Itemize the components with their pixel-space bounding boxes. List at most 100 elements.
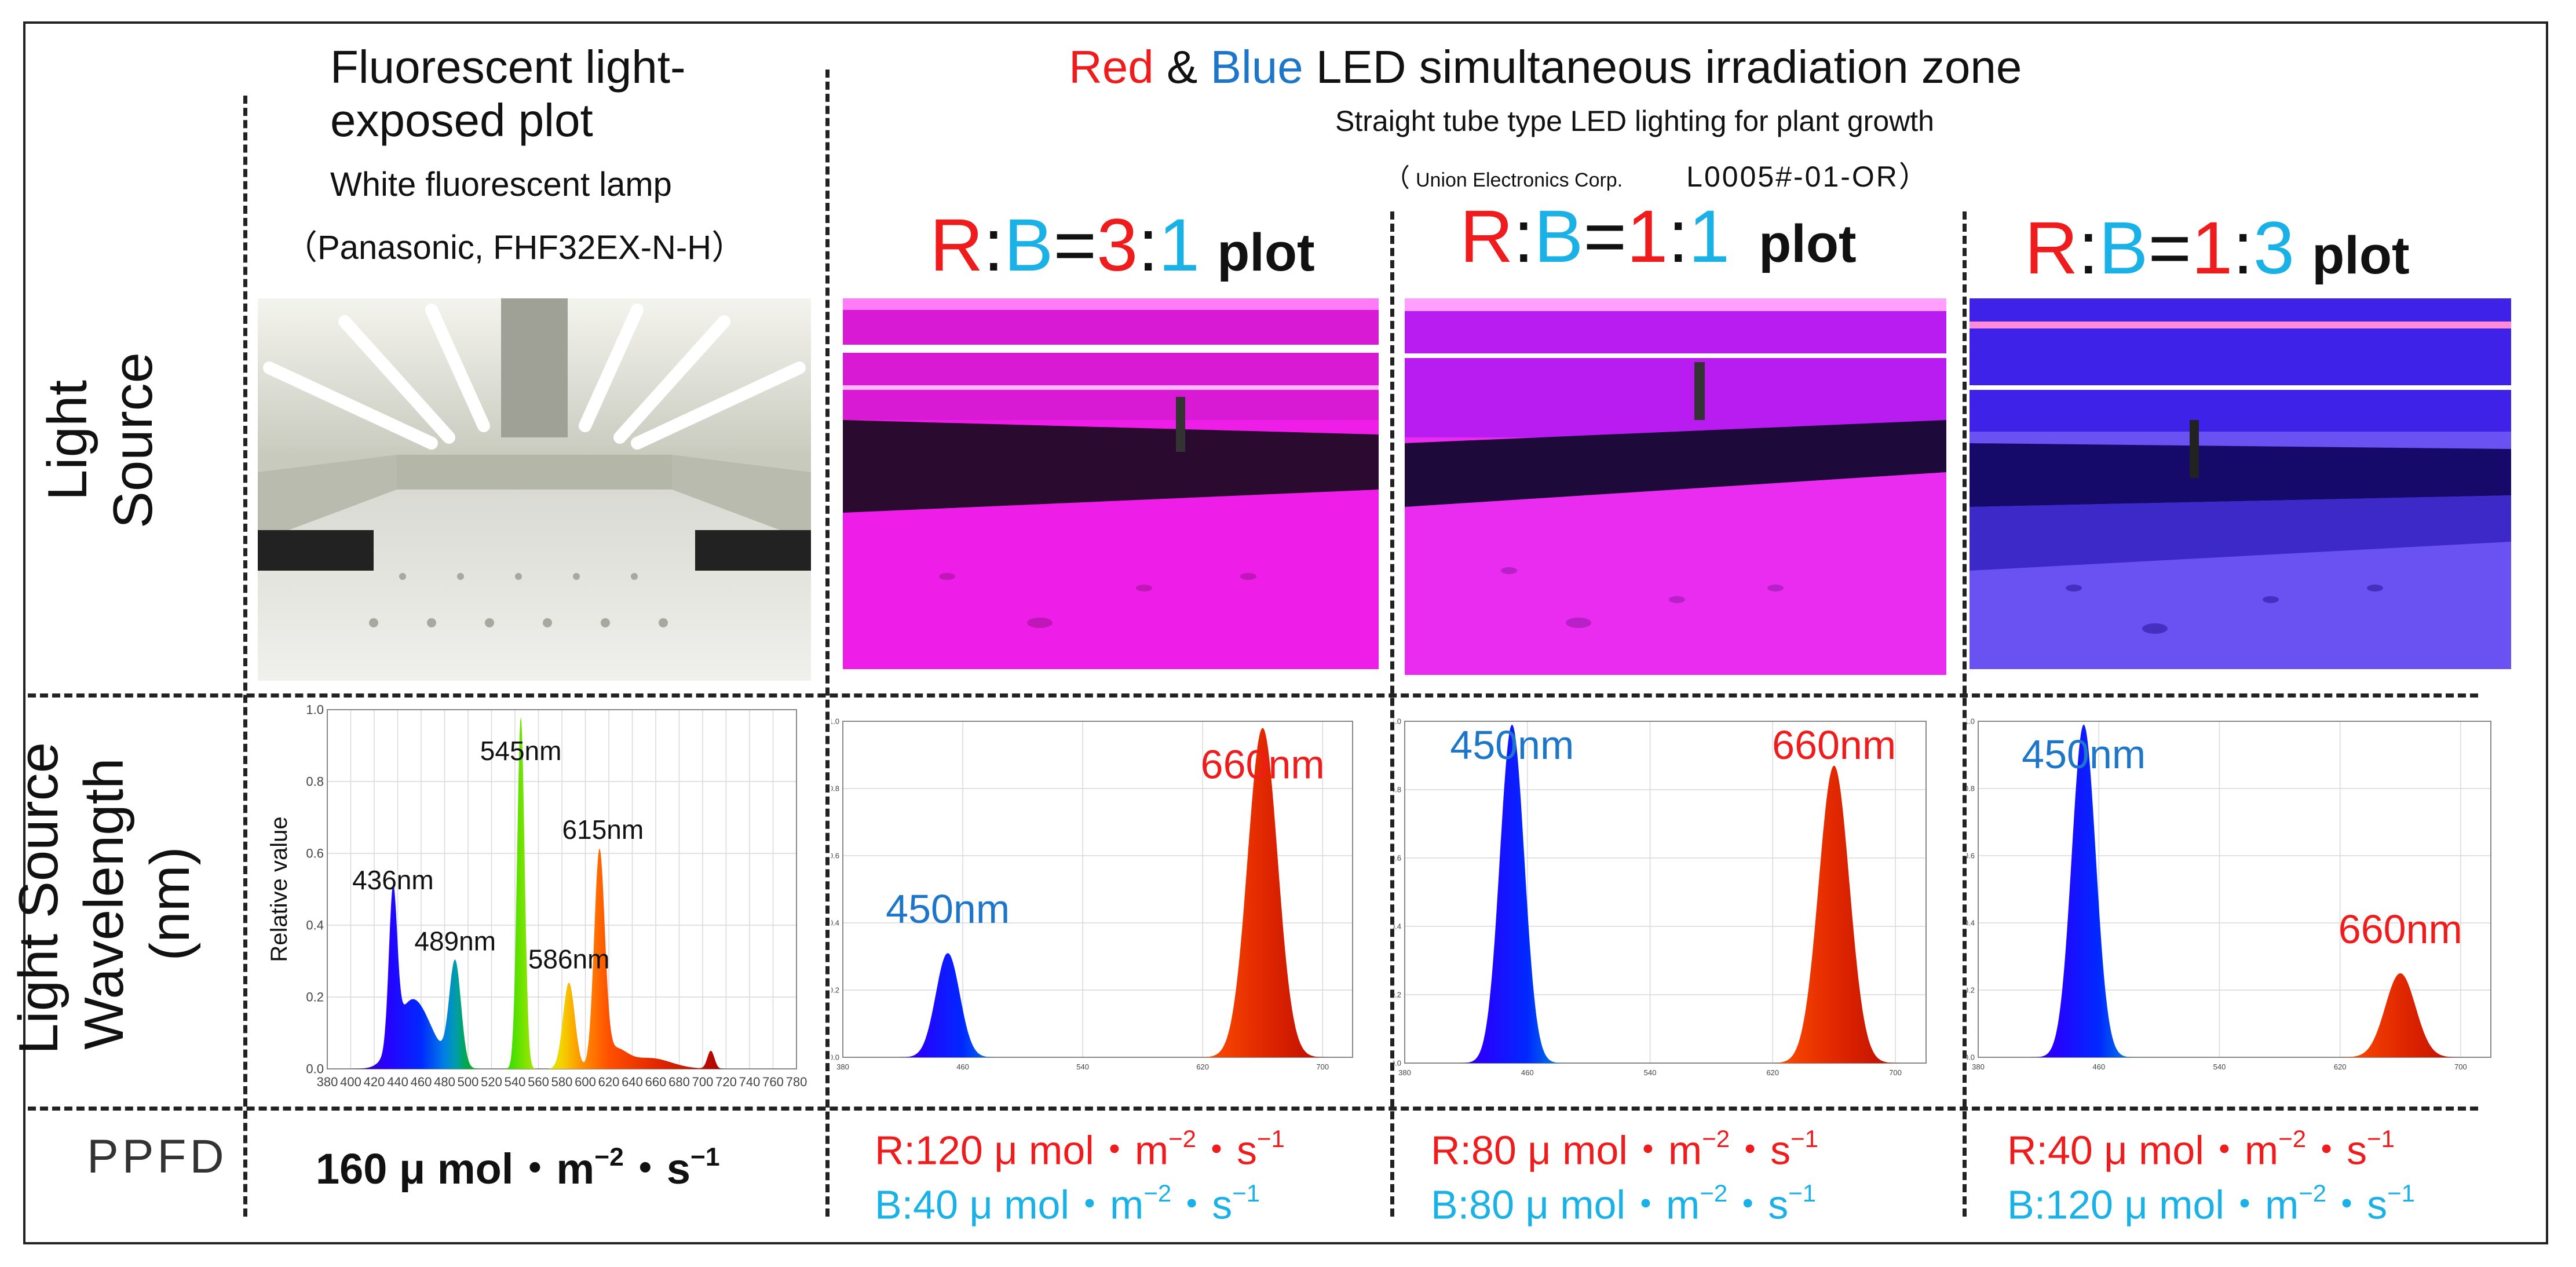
divider-wavelength-ppfd [28,1107,2478,1111]
ppfd-plot1-blue-mid: ・s [1171,1182,1233,1228]
peak-label: 450nm [1450,722,1574,768]
y-tick-label: 1.0 [306,703,324,717]
y-tick-label: 0.8 [831,784,839,793]
x-tick-label: 480 [434,1075,455,1089]
ppfd-plot2-blue-value: B:80 μ mol・m [1431,1182,1700,1228]
x-tick-label: 380 [317,1075,338,1089]
row-header-light-source: Light Source [35,319,174,562]
x-tick-label: 760 [762,1075,784,1089]
plot3-r: R [2025,207,2078,290]
led-maker-row: （ Union Electronics Corp. L0005#-01-OR） [1384,154,1930,195]
y-tick-label: 0.2 [1393,991,1401,999]
ppfd-plot3-red-exp2: −1 [2367,1125,2395,1152]
y-tick-label: 0.4 [1967,919,1975,928]
fluorescent-title-line2: exposed plot [330,94,593,146]
x-tick-label: 500 [458,1075,479,1089]
peak-label: 586nm [528,944,610,974]
x-tick-label: 540 [505,1075,526,1089]
row-header-wavelength: Light Source Wavelength (nm) [6,742,203,1054]
y-tick-label: 0.0 [1967,1053,1975,1062]
ppfd-plot3-red-exp1: −2 [2278,1125,2307,1152]
ppfd-plot1-blue-exp2: −1 [1232,1180,1260,1207]
ppfd-plot2-red-exp2: −1 [1791,1125,1818,1152]
row-header-light-source-line2: Source [102,352,165,529]
x-tick-label: 620 [598,1075,620,1089]
y-tick-label: 1.0 [1393,717,1401,726]
peak-label: 489nm [414,926,496,956]
x-tick-label: 380 [836,1062,849,1071]
divider-plot2-plot3 [1963,211,1967,1217]
x-tick-label: 620 [1766,1068,1779,1077]
chart-fluorescent-spectrum: 380 400 420 440 460 480 500 520 540 560 580 600 620 6… [258,698,808,1104]
divider-plot1-plot2 [1390,211,1394,1217]
x-tick-label: 380 [1398,1068,1411,1077]
photo-led-3-1 [843,298,1379,669]
ppfd-plot1-red-value: R:120 μ mol・m [875,1127,1169,1173]
peak-label: 615nm [562,815,644,845]
ppfd-plot3-red-value: R:40 μ mol・m [2007,1127,2279,1173]
x-tick-label: 420 [364,1075,385,1089]
ppfd-plot2-blue-mid: ・s [1727,1182,1789,1228]
plot3-word: plot [2312,226,2410,285]
chart-led-3-1-spectrum: 380 460 540 620 700 0.0 0.2 0.4 0.6 0.8 1.0 660nm 45… [829,710,1370,1080]
ppfd-plot3-blue-mid: ・s [2326,1182,2388,1228]
peak-label: 660nm [2339,907,2462,952]
y-tick-label: 0.2 [1967,986,1975,995]
plot1-r: R [930,204,984,287]
led-maker-open: （ [1384,164,1410,192]
led-subtitle: Straight tube type LED lighting for plan… [1335,105,1934,137]
spectrum-area [843,728,1353,1057]
y-tick-label: 0.8 [306,775,324,789]
photo-led-1-1 [1405,298,1946,675]
plot2-eq: = [1583,195,1627,278]
ppfd-fluorescent: 160 μ mol・m−2・s−1 [316,1130,720,1197]
plot1-colon2: : [1138,204,1159,287]
chart-led-1-3-spectrum: 380 460 540 620 700 0.0 0.2 0.4 0.6 0.8 1.0 450nm 66… [1964,710,2508,1080]
peak-label: 545nm [480,736,562,766]
photo-led-1-3 [1970,298,2511,669]
x-tick-label: 700 [692,1075,714,1089]
y-tick-label: 0.4 [831,919,839,928]
plot2-rv: 1 [1627,195,1668,278]
ppfd-plot2-red-exp1: −2 [1702,1125,1730,1152]
plot3-b: B [2099,207,2149,290]
x-tick-label: 520 [481,1075,502,1089]
ppfd-plot2-blue-exp2: −1 [1788,1180,1817,1207]
ppfd-plot2-red-mid: ・s [1730,1127,1791,1173]
ppfd-fluorescent-mid: ・s [623,1145,690,1193]
x-tick-label: 380 [1972,1062,1985,1071]
x-tick-label: 620 [1196,1062,1209,1071]
plot3-bv: 3 [2253,207,2295,290]
spectrum-area [1405,724,1926,1063]
plot1-word: plot [1217,223,1315,282]
ppfd-plot1-blue-value: B:40 μ mol・m [875,1182,1144,1228]
peak-label: 450nm [886,886,1010,932]
spectrum-svg: 380 460 540 620 700 0.0 0.2 0.4 0.6 0.8 1.0 450nm 66… [1391,717,1927,1077]
peak-label: 660nm [1201,742,1325,787]
x-tick-label: 560 [528,1075,549,1089]
y-tick-label: 0.4 [306,918,324,933]
led-title-blue: Blue [1210,41,1303,93]
plot-title-1: R:B=3:1 plot [930,203,1315,288]
plot1-bv: 1 [1158,204,1200,287]
row-header-light-source-line1: Light [36,379,98,501]
led-title-rest: LED simultaneous irradiation zone [1303,41,2022,93]
ppfd-fluorescent-exp2: −1 [690,1143,720,1171]
plot1-rv: 3 [1097,204,1138,287]
plot-title-3: R:B=1:3 plot [2025,206,2410,291]
plot2-word: plot [1759,214,1857,273]
plot2-r: R [1460,195,1514,278]
plot3-eq: = [2148,207,2192,290]
ppfd-plot1-red-exp1: −2 [1168,1125,1197,1152]
fluorescent-title-line1: Fluorescent light- [330,41,686,93]
plot1-b: B [1004,204,1054,287]
divider-fluor-led [825,70,830,1217]
divider-source-wavelength [28,693,2478,698]
x-tick-label: 700 [2454,1062,2467,1071]
plot3-rv: 1 [2191,207,2233,290]
y-tick-label: 0.4 [1393,922,1401,931]
ppfd-plot1-red-mid: ・s [1196,1127,1258,1173]
ppfd-plot3-red-mid: ・s [2306,1127,2367,1173]
plot1-colon1: : [983,204,1004,287]
